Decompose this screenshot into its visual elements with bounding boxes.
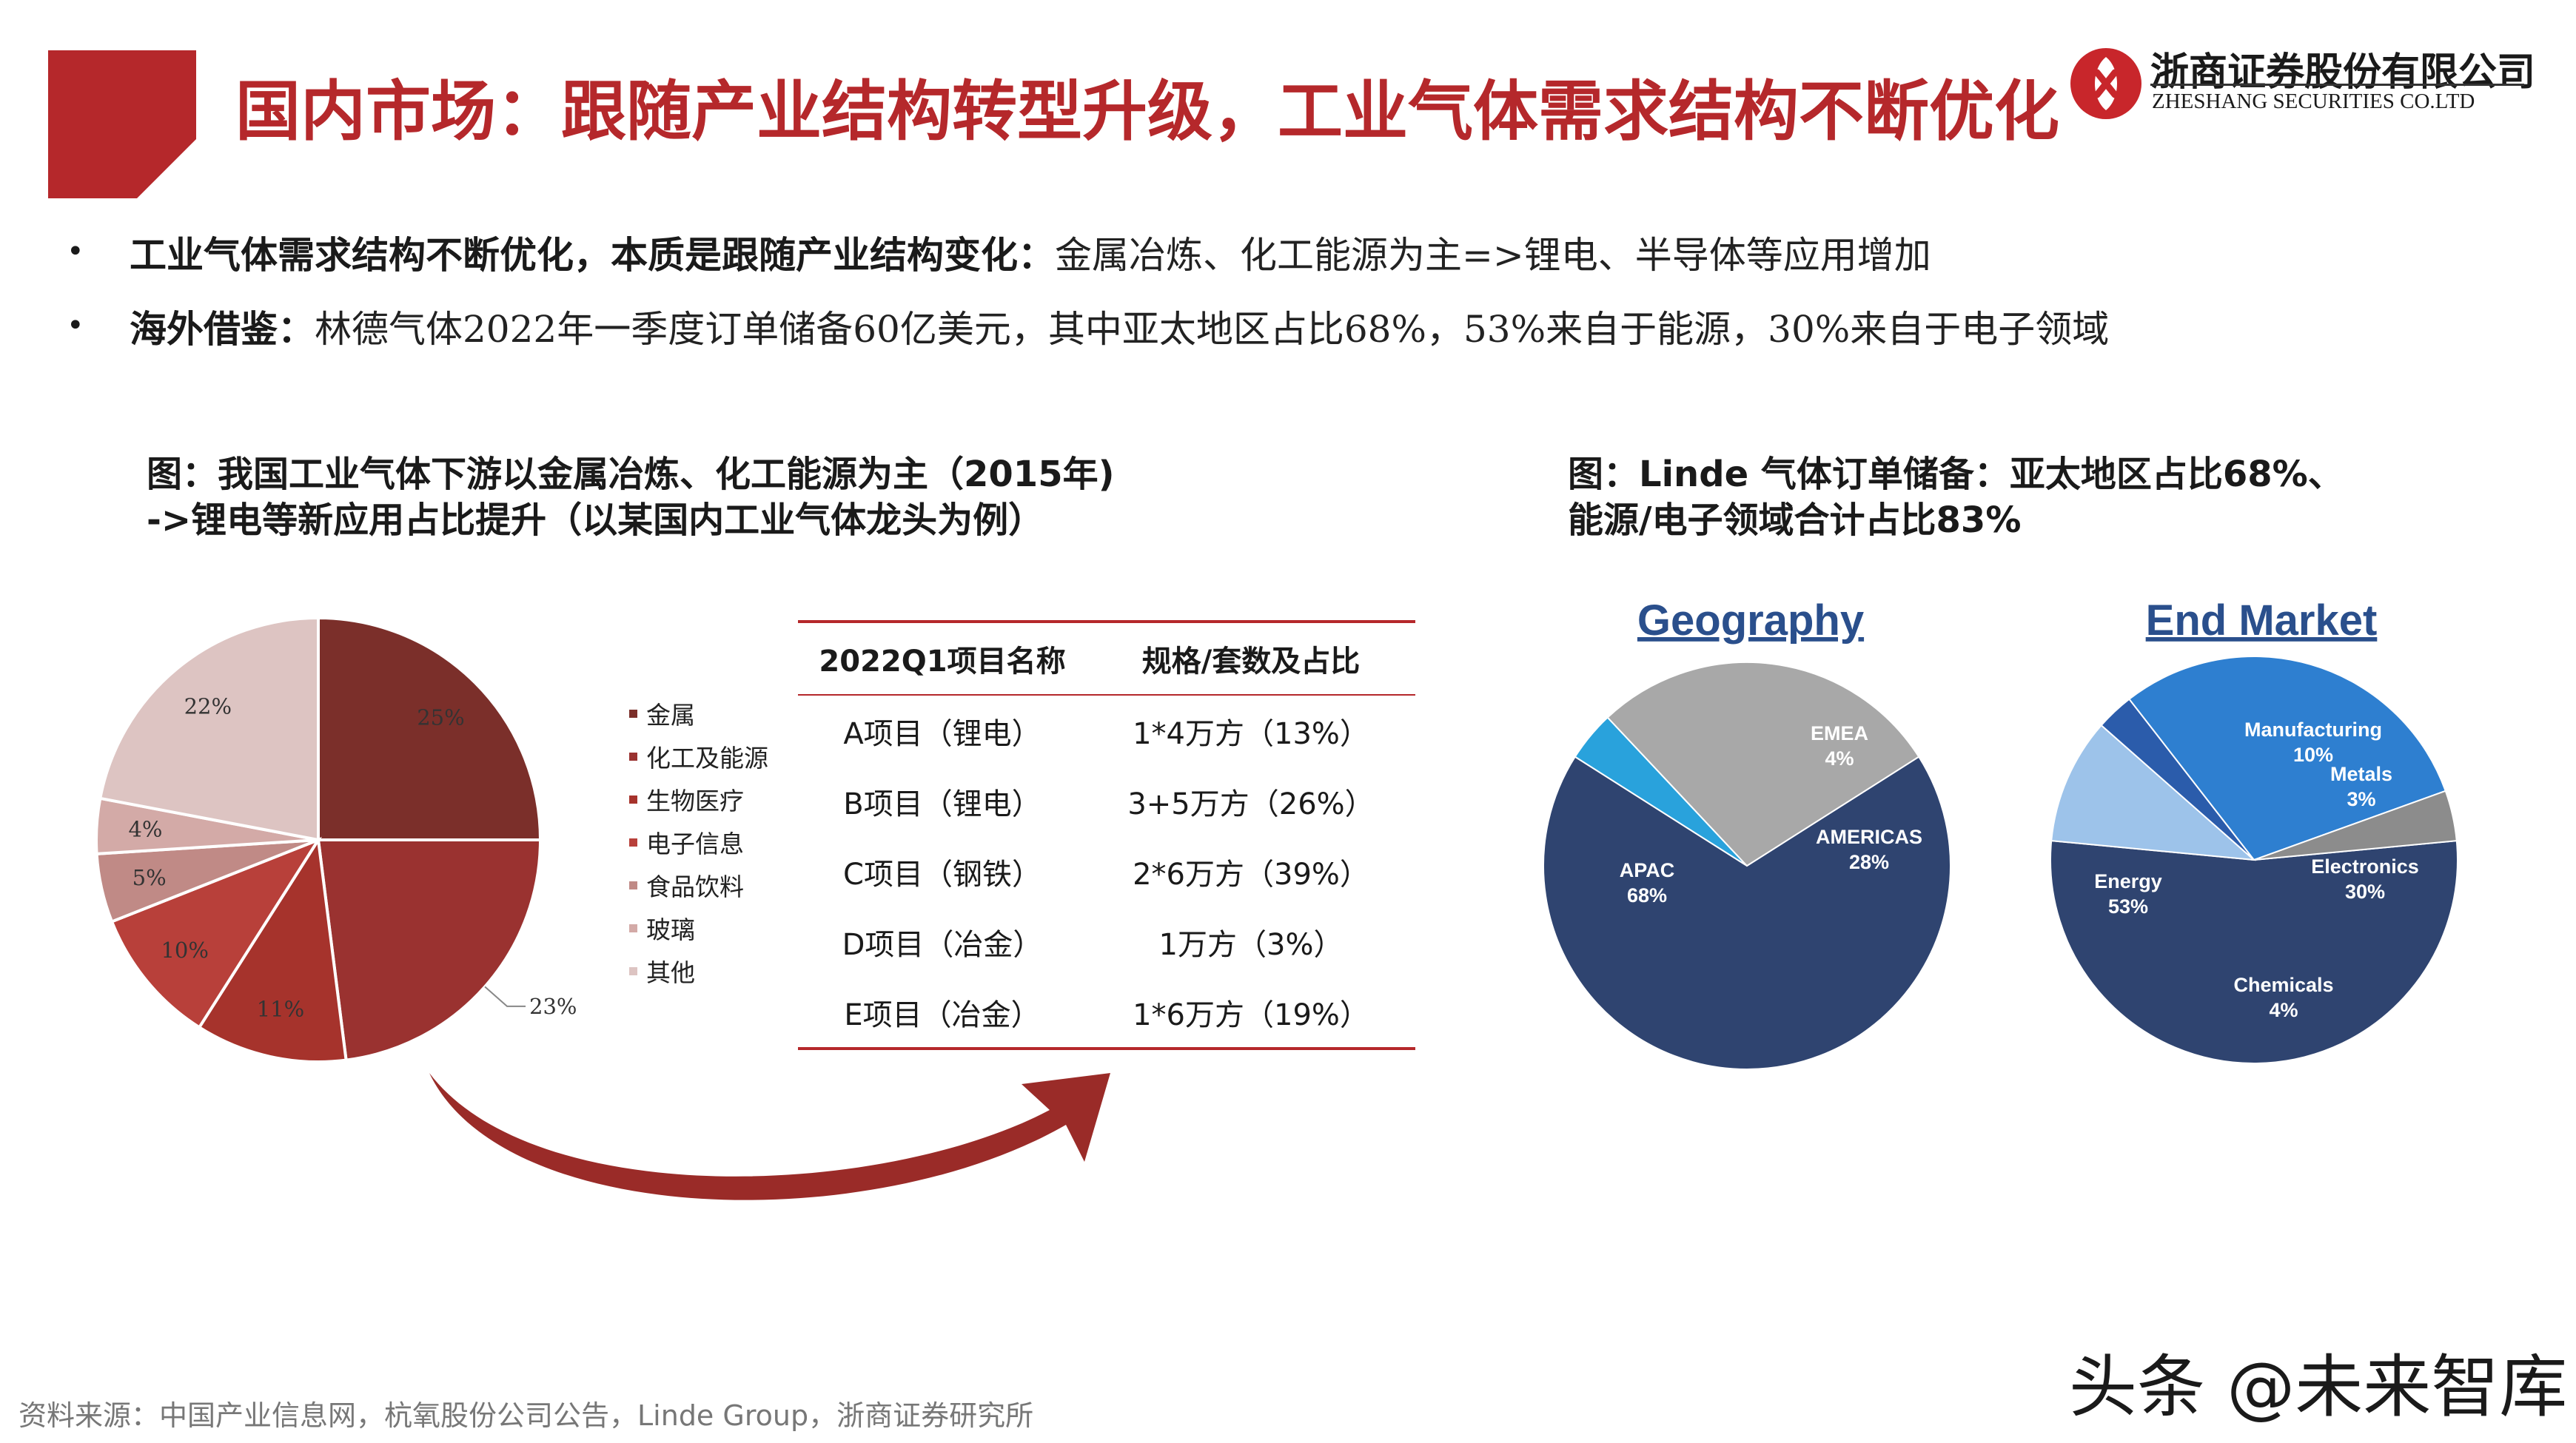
- pie-data-label: 25%: [417, 705, 464, 730]
- pie-data-label: 11%: [257, 996, 304, 1021]
- watermark: 头条 @未来智库: [2069, 1348, 2568, 1427]
- table-cell: 1*4万方（13%）: [1133, 716, 1369, 751]
- legend-swatch: [629, 966, 637, 975]
- legend-swatch: [629, 924, 637, 932]
- table-cell: 3+5万方（26%）: [1127, 787, 1375, 821]
- pie-slice: [316, 838, 543, 1062]
- linde-pie-slice: [2128, 656, 2447, 861]
- company-logo: 浙商证券股份有限公司 ZHESHANG SECURITIES CO.LTD: [2069, 41, 2535, 122]
- linde-chart-title: End Market: [2146, 596, 2378, 645]
- pie-slice: [110, 836, 322, 1030]
- left-figure-title: 图：我国工业气体下游以金属冶炼、化工能源为主（2015年) ->锂电等新应用占比…: [147, 451, 1115, 543]
- linde-pie-label: APAC 68%: [1620, 859, 1675, 906]
- table-row: A项目（锂电） 1*4万方（13%）: [798, 696, 1415, 766]
- legend-item: 玻璃: [629, 906, 768, 949]
- legend-item: 生物医疗: [629, 778, 768, 821]
- title-accent-block: [48, 50, 196, 198]
- linde-pie-slice: [2253, 790, 2458, 861]
- linde-pie-slice: [1606, 662, 1920, 867]
- linde-pie-label: Manufacturing 10%: [2244, 719, 2382, 766]
- table-header-rule: [798, 694, 1415, 696]
- table-row: C项目（钢铁） 2*6万方（39%）: [798, 836, 1415, 906]
- bullet-dot: •: [67, 235, 84, 269]
- pie-legend: 金属化工及能源生物医疗电子信息食品饮料玻璃其他: [629, 692, 768, 992]
- legend-swatch: [629, 881, 637, 889]
- linde-pie-label: Metals 3%: [2330, 763, 2392, 810]
- transition-arrow-icon: [429, 1073, 1110, 1200]
- linde-pie-charts: Geography APAC 68% EMEA 4% AMERICAS 28% End Mar…: [1543, 596, 2458, 1071]
- pie-slice: [317, 616, 543, 841]
- table-cell: C项目（钢铁）: [843, 857, 1042, 892]
- linde-pie-label: EMEA 4%: [1811, 722, 1868, 770]
- linde-pie-label: AMERICAS 28%: [1816, 826, 1922, 873]
- linde-pie-label: Energy 53%: [2094, 870, 2162, 918]
- linde-pie-slice: [1543, 756, 1951, 1071]
- pie-data-label: 22%: [184, 694, 232, 719]
- legend-label: 玻璃: [646, 915, 695, 944]
- page-title: 国内市场：跟随产业结构转型升级，工业气体需求结构不断优化: [235, 73, 2060, 149]
- legend-label: 电子信息: [646, 830, 744, 858]
- logo-divider: [2150, 84, 2524, 86]
- linde-pie-label: Chemicals 4%: [2233, 974, 2333, 1021]
- pie-data-label: 23%: [529, 994, 577, 1019]
- legend-label: 生物医疗: [646, 787, 744, 815]
- left-figure-title-line2: ->锂电等新应用占比提升（以某国内工业气体龙头为例）: [147, 500, 1044, 541]
- table-cell: 2*6万方（39%）: [1133, 857, 1369, 892]
- legend-label: 金属: [646, 701, 695, 730]
- bullet-lead: 工业气体需求结构不断优化，本质是跟随产业结构变化：: [130, 233, 1055, 277]
- bullet-dot: •: [67, 309, 84, 343]
- legend-swatch: [629, 838, 637, 847]
- table-cell: A项目（锂电）: [843, 716, 1042, 751]
- pie-data-label: 4%: [128, 816, 162, 841]
- linde-pie-slice: [2050, 840, 2458, 1064]
- bullet-text: 金属冶炼、化工能源为主=>锂电、半导体等应用增加: [1055, 234, 1931, 277]
- pie-slice: [98, 616, 320, 842]
- legend-swatch: [629, 752, 637, 761]
- table-header-row: 2022Q1项目名称 规格/套数及占比: [798, 623, 1415, 694]
- table-bottom-rule: [798, 1047, 1415, 1050]
- table-top-rule: [798, 620, 1415, 623]
- right-figure-title-line2: 能源/电子领域合计占比83%: [1568, 500, 2022, 541]
- logo-english-name: ZHESHANG SECURITIES CO.LTD: [2152, 90, 2475, 113]
- legend-label: 食品饮料: [646, 872, 744, 901]
- table-cell: B项目（锂电）: [843, 787, 1042, 821]
- pie-data-label: 5%: [133, 865, 167, 890]
- legend-item: 金属: [629, 692, 768, 735]
- table-cell: D项目（冶金）: [842, 927, 1043, 962]
- linde-pie-label: Electronics 30%: [2311, 855, 2419, 903]
- table-row: E项目（冶金） 1*6万方（19%）: [798, 977, 1415, 1047]
- legend-label: 其他: [646, 958, 695, 987]
- right-figure-title: 图：Linde 气体订单储备：亚太地区占比68%、 能源/电子领域合计占比83%: [1568, 451, 2344, 543]
- left-figure-title-line1: 图：我国工业气体下游以金属冶炼、化工能源为主（2015年): [147, 454, 1115, 495]
- table-cell: 1万方（3%）: [1158, 927, 1344, 962]
- pie-slice: [197, 835, 348, 1063]
- logo-chinese-name: 浙商证券股份有限公司: [2150, 50, 2536, 95]
- linde-pie-slice: [2050, 724, 2256, 861]
- bullet-lead: 海外借鉴：: [130, 307, 315, 351]
- table-row: D项目（冶金） 1万方（3%）: [798, 906, 1415, 977]
- pie-leader-line: [484, 986, 526, 1007]
- table-cell: 1*6万方（19%）: [1133, 998, 1369, 1032]
- table-header-cell: 2022Q1项目名称: [819, 645, 1066, 679]
- source-note: 资料来源：中国产业信息网，杭氧股份公司公告，Linde Group，浙商证券研究…: [19, 1399, 1034, 1432]
- legend-label: 化工及能源: [646, 744, 768, 773]
- legend-item: 化工及能源: [629, 735, 768, 778]
- downstream-pie-chart: 25% 23% 11% 10% 5% 4% 22%: [95, 616, 577, 1063]
- right-figure-title-line1: 图：Linde 气体订单储备：亚太地区占比68%、: [1568, 454, 2344, 495]
- legend-swatch: [629, 795, 637, 804]
- legend-item: 电子信息: [629, 821, 768, 864]
- bullet-text: 林德气体2022年一季度订单储备60亿美元，其中亚太地区占比68%，53%来自于…: [315, 308, 2110, 351]
- linde-chart-title: Geography: [1637, 596, 1864, 645]
- legend-swatch: [629, 709, 637, 718]
- project-table: 2022Q1项目名称 规格/套数及占比 A项目（锂电） 1*4万方（13%） B…: [798, 620, 1415, 1050]
- legend-item: 食品饮料: [629, 864, 768, 906]
- zheshang-logo-icon: [2070, 48, 2141, 119]
- table-cell: E项目（冶金）: [844, 998, 1041, 1032]
- table-row: B项目（锂电） 3+5万方（26%）: [798, 766, 1415, 836]
- pie-data-label: 10%: [161, 938, 208, 963]
- table-header-cell: 规格/套数及占比: [1141, 645, 1361, 679]
- legend-item: 其他: [629, 949, 768, 992]
